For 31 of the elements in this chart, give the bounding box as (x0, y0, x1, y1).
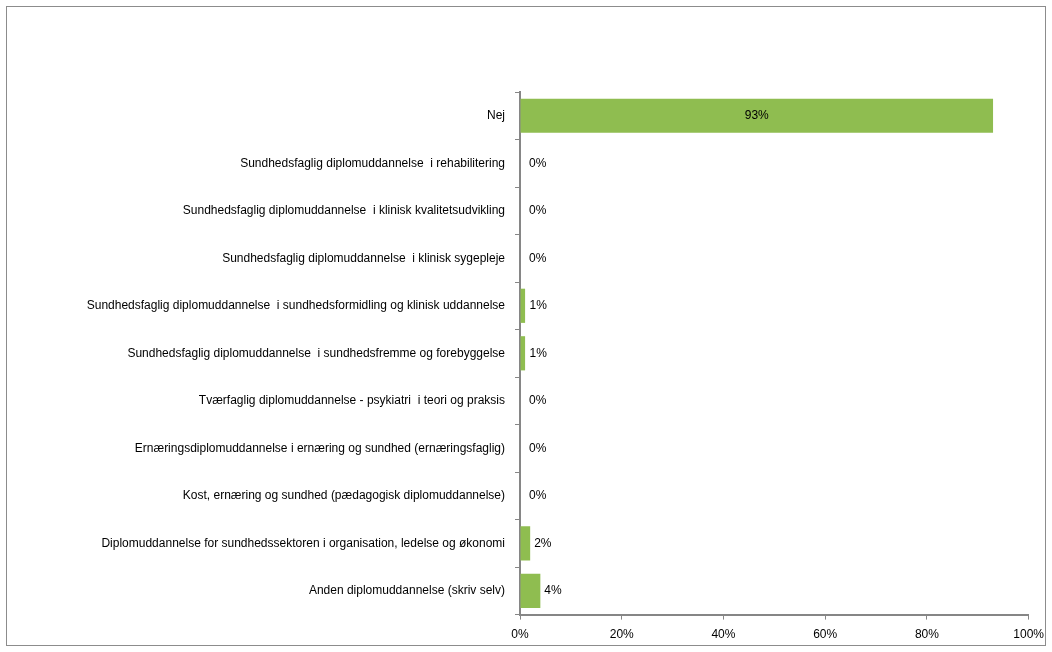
x-tick-label: 0% (511, 627, 529, 642)
data-label: 0% (529, 155, 547, 170)
data-label: 0% (529, 488, 547, 503)
x-tick-label: 100% (1013, 627, 1045, 642)
data-label: 4% (544, 583, 563, 598)
bar (520, 573, 541, 608)
x-tick-label: 80% (914, 627, 940, 642)
data-label: 1% (529, 345, 548, 360)
y-tick-label: Sundhedsfaglig diplomuddannelse i sundhedsformidling og klinisk uddannelse (86, 298, 506, 313)
data-label: 2% (534, 535, 552, 550)
x-tick-label: 20% (609, 627, 635, 642)
y-tick-label: Anden diplomuddannelse (skriv selv) (308, 583, 505, 598)
data-label: 0% (529, 393, 547, 408)
bar (520, 98, 994, 133)
x-tick-label: 60% (813, 627, 838, 642)
y-tick-label: Sundhedsfaglig diplomuddannelse i sundhedsfremme og forebyggelse (127, 345, 506, 360)
y-tick-label: Sundhedsfaglig diplomuddannelse i rehabilitering (240, 155, 505, 170)
y-tick-label: Kost, ernæring og sundhed (pædagogisk diplomuddannelse) (182, 488, 505, 503)
x-tick-label: 40% (711, 627, 736, 642)
data-label: 0% (529, 440, 547, 455)
y-tick-label: Tværfaglig diplomuddannelse - psykiatri i teori og praksis (198, 393, 505, 408)
y-tick-label: Sundhedsfaglig diplomuddannelse i klinisk kvalitetsudvikling (182, 203, 505, 218)
data-label: 1% (529, 298, 548, 313)
y-tick-label: Ernæringsdiplomuddannelse i ernæring og sundhed (ernæringsfaglig) (134, 440, 505, 455)
data-label: 0% (529, 250, 547, 265)
y-tick-label: Sundhedsfaglig diplomuddannelse i klinisk sygepleje (222, 250, 506, 265)
y-tick-label: Diplomuddannelse for sundhedssektoren i organisation, ledelse og økonomi (101, 535, 505, 550)
data-label: 93% (744, 108, 770, 123)
y-tick-label: Nej (486, 108, 505, 123)
data-label: 0% (529, 203, 547, 218)
bar (520, 526, 531, 561)
